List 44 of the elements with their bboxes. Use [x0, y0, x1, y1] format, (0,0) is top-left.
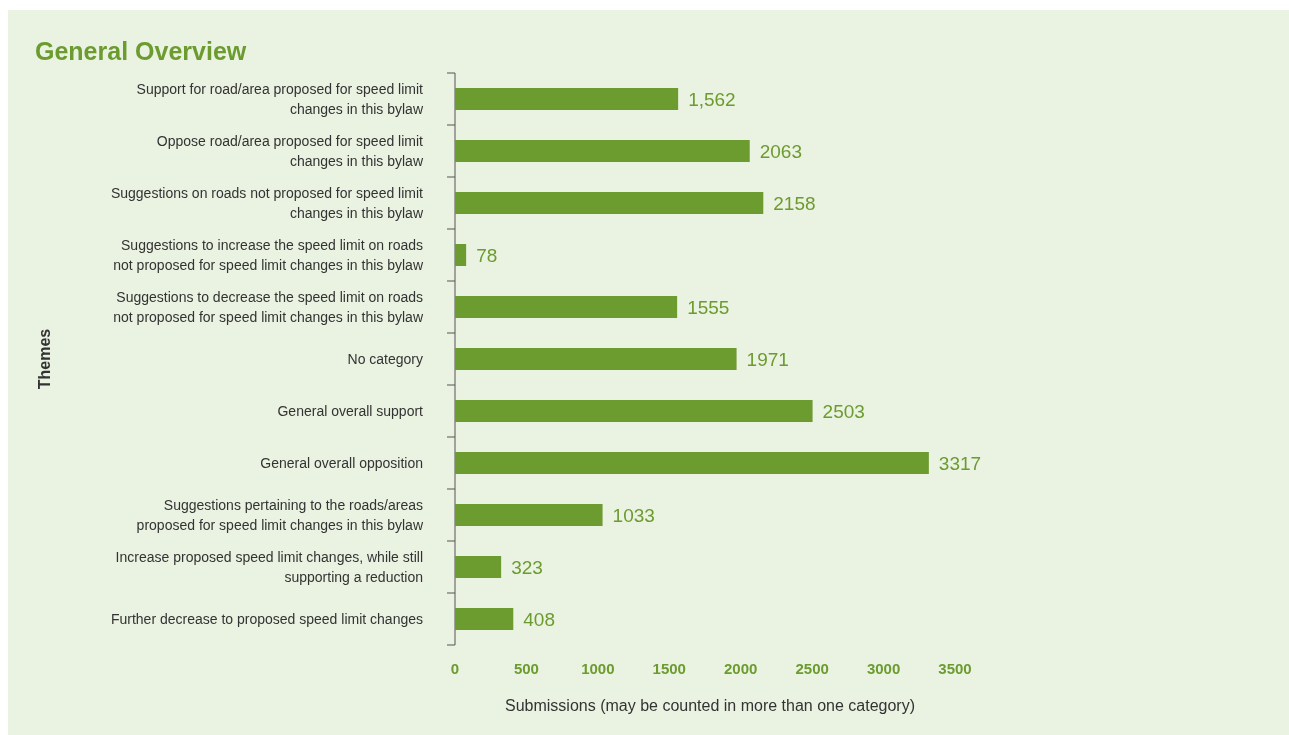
data-label: 323 [511, 557, 543, 578]
y-tick-label: Suggestions to increase the speed limit on roads not proposed for speed limit changes in this bylaw [113, 237, 424, 273]
data-label: 2158 [773, 193, 816, 214]
x-tick-label: 2500 [795, 660, 829, 677]
bar [455, 88, 679, 110]
bar [455, 296, 678, 318]
data-label: 3317 [938, 453, 982, 474]
data-label: 1555 [687, 297, 730, 318]
bar [455, 244, 467, 266]
bar [455, 400, 813, 422]
data-label: 408 [523, 609, 555, 630]
data-label: 1971 [746, 349, 789, 370]
y-tick-label: Oppose road/area proposed for speed limit changes in this bylaw [156, 133, 424, 169]
bar [455, 348, 737, 370]
bar [455, 192, 764, 214]
x-tick-label: 1500 [652, 660, 686, 677]
text: General Overview [35, 37, 247, 65]
y-tick-label: Increase proposed speed limit changes, while still supporting a reduction [115, 549, 423, 585]
x-tick-label: 3500 [938, 660, 972, 677]
data-label: 2063 [759, 141, 802, 162]
x-tick-label: 500 [513, 660, 539, 677]
y-tick-label: Suggestions to decrease the speed limit on roads not proposed for speed limit changes in this bylaw [113, 289, 424, 325]
data-label: 2503 [822, 401, 865, 422]
y-tick-label: Suggestions pertaining to the roads/areas proposed for speed limit changes in this bylaw [136, 497, 424, 533]
y-tick-label: Further decrease to proposed speed limit changes [110, 611, 423, 627]
y-tick-label: No category [347, 351, 423, 367]
x-tick-label: 2000 [724, 660, 758, 677]
data-label: 1,562 [688, 89, 736, 110]
bar [455, 556, 502, 578]
y-tick-label: General overall support [277, 403, 424, 419]
data-label: 1033 [612, 505, 655, 526]
x-tick-label: 1000 [581, 660, 615, 677]
bar [455, 452, 929, 474]
bar [455, 504, 603, 526]
bar [455, 140, 750, 162]
y-tick-label: General overall opposition [260, 455, 423, 471]
y-tick-label: Suggestions on roads not proposed for speed limit changes in this bylaw [110, 185, 424, 221]
y-tick-label: Support for road/area proposed for speed limit changes in this bylaw [136, 81, 424, 117]
x-tick-label: 3000 [866, 660, 901, 677]
x-axis-title: Submissions (may be counted in more than one category) [505, 697, 915, 714]
x-tick-label: 0 [450, 660, 460, 677]
y-axis-title: Themes [36, 328, 53, 390]
bar [455, 608, 514, 630]
data-label: 78 [476, 245, 498, 266]
